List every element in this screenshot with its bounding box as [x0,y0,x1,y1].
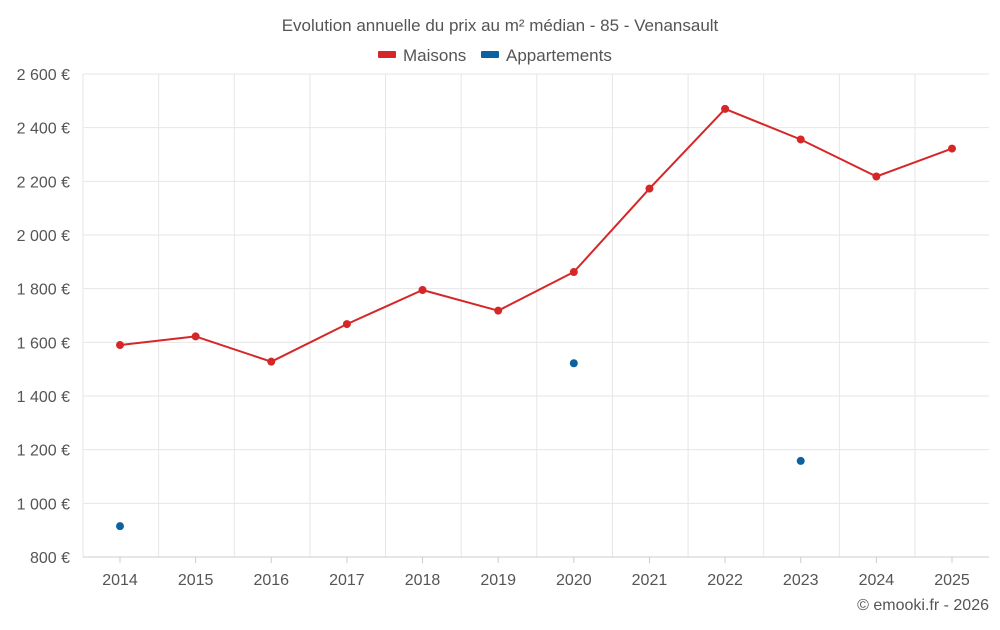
data-point-maisons[interactable] [342,320,351,329]
data-point-maisons[interactable] [191,332,200,341]
data-point-maisons[interactable] [418,286,427,295]
x-tick-label: 2020 [556,572,592,589]
data-point-maisons[interactable] [948,144,956,153]
legend-item-appartements[interactable]: Appartements [481,46,612,65]
legend-swatch-maisons [378,51,396,58]
x-tick-label: 2016 [253,572,289,589]
y-tick-label: 800 € [30,550,70,567]
data-point-appartements[interactable] [569,359,578,368]
data-point-maisons[interactable] [116,341,124,350]
x-tick-label: 2019 [480,572,516,589]
x-tick-label: 2021 [632,572,668,589]
x-tick-label: 2023 [783,572,819,589]
x-tick-label: 2018 [405,572,441,589]
legend-label-appartements: Appartements [506,46,612,65]
y-tick-label: 1 800 € [17,282,70,299]
grid [82,73,989,557]
x-tick-label: 2025 [934,572,970,589]
x-tick-label: 2017 [329,572,365,589]
y-tick-label: 2 400 € [17,121,70,138]
chart-title: Evolution annuelle du prix au m² médian … [282,16,719,35]
data-point-maisons[interactable] [872,172,881,181]
axes: 800 € 1 000 € 1 200 € 1 400 € 1 600 € 1 800 €… [17,67,989,589]
data-point-appartements[interactable] [796,456,805,465]
data-point-maisons[interactable] [267,357,276,366]
y-tick-label: 1 600 € [17,335,70,352]
y-tick-label: 1 200 € [17,443,70,460]
y-tick-label: 2 000 € [17,228,70,245]
y-tick-label: 1 400 € [17,389,70,406]
legend-swatch-appartements [481,51,499,58]
x-tick-label: 2022 [707,572,743,589]
series-line-maisons [119,107,953,363]
x-tick-label: 2024 [859,572,895,589]
data-point-maisons[interactable] [569,268,578,277]
y-tick-label: 2 200 € [17,174,70,191]
y-tick-label: 1 000 € [17,496,70,513]
legend-item-maisons[interactable]: Maisons [378,46,466,65]
data-point-maisons[interactable] [721,104,730,113]
data-point-maisons[interactable] [645,184,654,193]
legend-label-maisons: Maisons [403,46,466,65]
data-point-maisons[interactable] [494,306,503,315]
data-point-appartements[interactable] [116,522,124,531]
x-tick-label: 2015 [178,572,214,589]
legend: Maisons Appartements [378,46,612,65]
x-tick-label: 2014 [102,572,138,589]
series [116,104,956,531]
data-point-maisons[interactable] [796,135,805,144]
credit-text: © emooki.fr - 2026 [857,597,989,614]
y-tick-label: 2 600 € [17,67,70,84]
